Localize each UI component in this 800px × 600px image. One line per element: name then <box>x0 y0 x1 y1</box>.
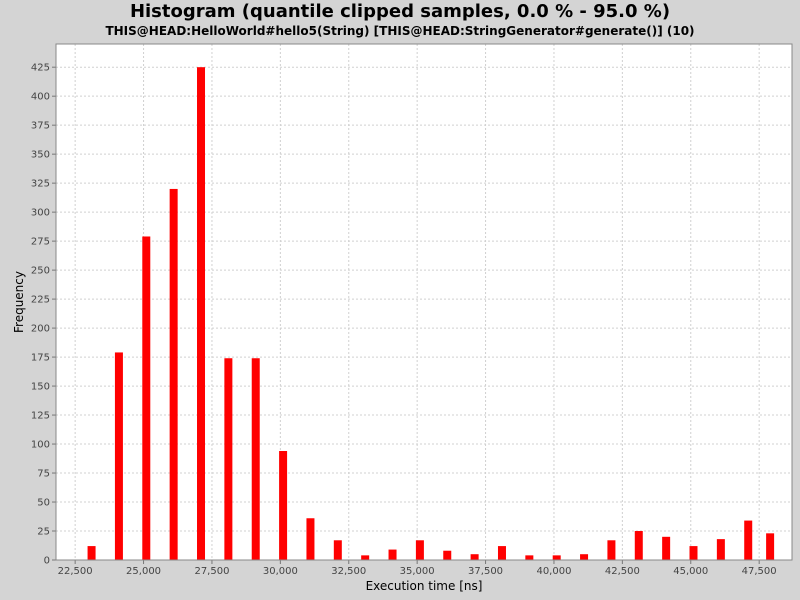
x-tick-label: 30,000 <box>263 566 298 577</box>
x-tick-label: 42,500 <box>605 566 640 577</box>
histogram-bar <box>443 550 452 560</box>
y-tick-label: 25 <box>37 527 50 538</box>
histogram-bar <box>766 533 775 560</box>
x-axis-label: Execution time [ns] <box>366 579 483 593</box>
histogram-bar <box>497 546 506 560</box>
x-tick-label: 27,500 <box>194 566 229 577</box>
histogram-bar <box>224 358 233 560</box>
y-tick-label: 375 <box>31 121 50 132</box>
histogram-bar <box>744 520 753 560</box>
y-tick-label: 225 <box>31 295 50 306</box>
y-tick-label: 100 <box>31 440 50 451</box>
histogram-bar <box>87 546 96 560</box>
x-tick-label: 37,500 <box>468 566 503 577</box>
histogram-bar <box>525 555 534 560</box>
histogram-bar <box>634 531 643 560</box>
y-tick-label: 200 <box>31 324 50 335</box>
histogram-bar <box>388 549 397 560</box>
histogram-bar <box>114 352 123 560</box>
y-tick-label: 400 <box>31 92 50 103</box>
y-tick-label: 50 <box>37 498 50 509</box>
plot-area <box>56 44 792 560</box>
y-tick-label: 275 <box>31 237 50 248</box>
y-tick-label: 350 <box>31 150 50 161</box>
histogram-bar <box>142 236 151 560</box>
chart-subtitle: THIS@HEAD:HelloWorld#hello5(String) [THI… <box>105 24 695 38</box>
y-axis-label: Frequency <box>12 271 26 333</box>
histogram-bar <box>251 358 260 560</box>
y-tick-label: 425 <box>31 63 50 74</box>
x-tick-label: 32,500 <box>331 566 366 577</box>
y-tick-label: 75 <box>37 469 50 480</box>
x-tick-label: 35,000 <box>400 566 435 577</box>
y-tick-label: 250 <box>31 266 50 277</box>
x-tick-label: 45,000 <box>673 566 708 577</box>
histogram-bar <box>552 555 561 560</box>
axes: 0 25 50 75 100 125 150 175 200 225 250 275 300 325 350… <box>31 43 793 577</box>
histogram-bar <box>197 67 206 560</box>
y-tick-label: 325 <box>31 179 50 190</box>
histogram-bar <box>689 546 698 560</box>
y-tick-label: 125 <box>31 411 50 422</box>
histogram-bar <box>333 540 342 560</box>
histogram-bar <box>662 536 671 560</box>
histogram-bar <box>580 554 589 560</box>
y-tick-label: 150 <box>31 382 50 393</box>
bars <box>87 67 775 560</box>
y-tick-label: 175 <box>31 353 50 364</box>
histogram-bar <box>361 555 370 560</box>
x-tick-label: 22,500 <box>58 566 93 577</box>
y-tick-label: 0 <box>44 556 50 567</box>
plot-border <box>55 43 793 561</box>
histogram-bar <box>279 451 288 560</box>
x-tick-label: 25,000 <box>126 566 161 577</box>
chart-title: Histogram (quantile clipped samples, 0.0… <box>129 1 671 22</box>
grid-lines <box>56 44 792 561</box>
x-tick-label: 47,500 <box>742 566 777 577</box>
histogram-bar <box>169 188 178 560</box>
histogram-bar <box>716 539 725 560</box>
x-tick-label: 40,000 <box>536 566 571 577</box>
histogram-bar <box>470 554 479 560</box>
y-tick-label: 300 <box>31 208 50 219</box>
histogram-bar <box>607 540 616 560</box>
histogram-bar <box>306 518 315 560</box>
histogram-bar <box>415 540 424 560</box>
